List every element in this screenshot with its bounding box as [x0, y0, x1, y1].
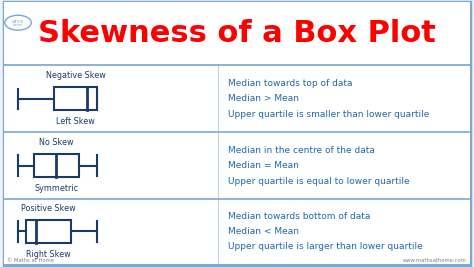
Text: Skewness of a Box Plot: Skewness of a Box Plot [38, 19, 436, 48]
Text: Right Skew: Right Skew [26, 249, 71, 258]
FancyBboxPatch shape [4, 2, 470, 265]
Text: Median towards bottom of data: Median towards bottom of data [228, 211, 370, 221]
Text: Median in the centre of the data: Median in the centre of the data [228, 146, 374, 155]
Text: Upper quartile is smaller than lower quartile: Upper quartile is smaller than lower qua… [228, 110, 429, 119]
Text: MATHS: MATHS [12, 20, 24, 24]
Bar [55, 88, 97, 110]
Bar [4, 132, 470, 199]
Text: Upper quartile is larger than lower quartile: Upper quartile is larger than lower quar… [228, 242, 422, 252]
Bar [4, 199, 470, 264]
Text: Left Skew: Left Skew [56, 117, 95, 126]
Text: Median < Mean: Median < Mean [228, 227, 299, 236]
Bar [26, 220, 71, 243]
Text: Negative Skew: Negative Skew [46, 71, 106, 80]
Text: Median = Mean: Median = Mean [228, 161, 299, 170]
Text: © Maths at Home: © Maths at Home [7, 258, 54, 263]
Text: Symmetric: Symmetric [34, 184, 78, 193]
Text: home: home [13, 23, 23, 27]
Text: Upper quartile is equal to lower quartile: Upper quartile is equal to lower quartil… [228, 176, 409, 186]
Text: No Skew: No Skew [39, 138, 73, 147]
Bar [4, 2, 470, 64]
Bar [34, 154, 79, 177]
Text: www.mathsathome.com: www.mathsathome.com [403, 258, 467, 263]
Text: Median > Mean: Median > Mean [228, 94, 299, 103]
Text: Median towards top of data: Median towards top of data [228, 79, 352, 88]
Text: Positive Skew: Positive Skew [21, 204, 75, 213]
Circle shape [5, 15, 31, 30]
Bar [4, 65, 470, 132]
